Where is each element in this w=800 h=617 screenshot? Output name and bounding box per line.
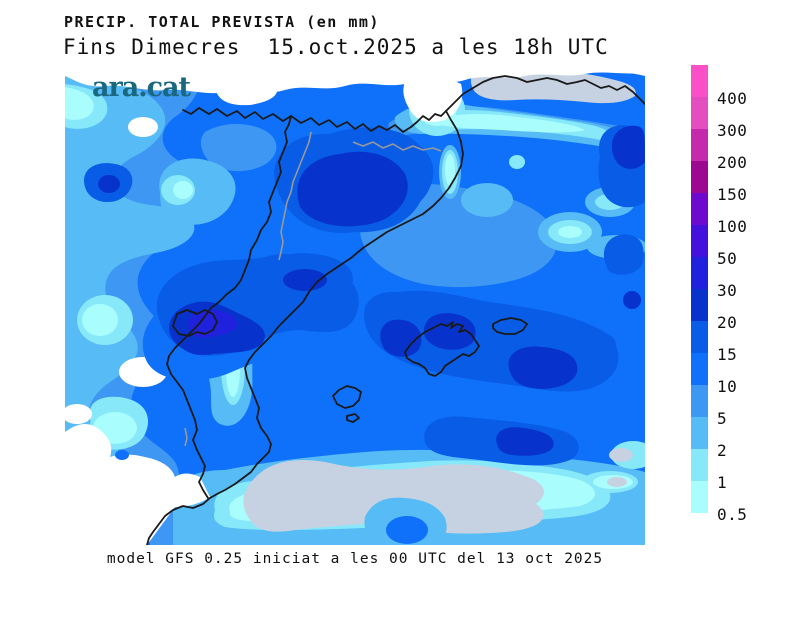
precipitation-map-svg	[65, 62, 645, 545]
legend-color-segment	[691, 417, 708, 449]
legend-color-segment	[691, 481, 708, 513]
legend-color-segment	[691, 193, 708, 225]
legend-color-segment	[691, 385, 708, 417]
legend-label: 15	[717, 345, 738, 364]
legend-label: 1	[717, 473, 728, 492]
ara-cat-logo: ara.cat	[92, 72, 191, 103]
legend-label: 2	[717, 441, 728, 460]
legend-label: 50	[717, 249, 738, 268]
legend-color-segment	[691, 353, 708, 385]
legend-color-segment	[691, 289, 708, 321]
legend-color-segment	[691, 257, 708, 289]
legend-label: 5	[717, 409, 728, 428]
map-title: PRECIP. TOTAL PREVISTA (en mm)	[64, 13, 380, 31]
legend-color-segment	[691, 321, 708, 353]
legend-color-segment	[691, 161, 708, 193]
model-caption: model GFS 0.25 iniciat a les 00 UTC del …	[106, 551, 604, 567]
legend-label: 20	[717, 313, 738, 332]
legend-label: 30	[717, 281, 738, 300]
legend-label: 10	[717, 377, 738, 396]
legend-color-segment	[691, 65, 708, 97]
legend-colorbar	[691, 65, 708, 513]
legend-label: 0.5	[717, 505, 748, 524]
legend-label: 400	[717, 89, 748, 108]
map-subtitle: Fins Dimecres 15.oct.2025 a les 18h UTC	[63, 35, 609, 59]
legend-color-segment	[691, 129, 708, 161]
precipitation-map	[65, 62, 645, 545]
legend-label: 200	[717, 153, 748, 172]
legend-label: 100	[717, 217, 748, 236]
legend-label: 300	[717, 121, 748, 140]
legend-color-segment	[691, 225, 708, 257]
legend-color-segment	[691, 449, 708, 481]
legend-color-segment	[691, 97, 708, 129]
legend-label: 150	[717, 185, 748, 204]
